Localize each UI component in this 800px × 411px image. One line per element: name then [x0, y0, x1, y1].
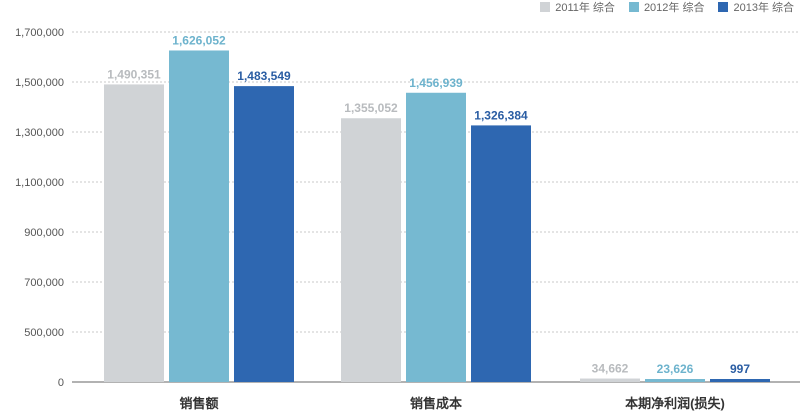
data-label: 997	[730, 362, 750, 376]
bar[interactable]	[645, 379, 705, 382]
y-tick-label: 1,500,000	[15, 77, 64, 89]
legend-item-2012[interactable]: 2012年 综合	[628, 0, 705, 15]
x-category-label: 销售额	[179, 396, 218, 411]
legend-swatch-2011	[540, 2, 551, 12]
data-label: 1,626,052	[172, 33, 226, 47]
legend-label-2011: 2011年 综合	[555, 2, 615, 14]
legend-swatch-2013	[718, 2, 729, 12]
bar[interactable]	[471, 125, 531, 383]
legend-label-2013: 2013年 综合	[733, 2, 794, 14]
data-label: 1,326,384	[474, 108, 528, 122]
y-tick-label: 500,000	[24, 327, 64, 339]
bar[interactable]	[710, 379, 770, 382]
legend-swatch-2012	[628, 2, 639, 12]
bar[interactable]	[580, 378, 640, 382]
data-label: 1,483,549	[237, 69, 291, 83]
chart-legend: 2011年 综合 2012年 综合 2013年 综合	[540, 0, 794, 14]
legend-item-2013[interactable]: 2013年 综合	[718, 0, 794, 15]
y-tick-label: 1,700,000	[15, 27, 64, 39]
y-tick-label: 0	[58, 377, 64, 389]
bar[interactable]	[104, 84, 164, 383]
x-category-label: 销售成本	[410, 396, 462, 411]
x-category-label: 本期净利润(损失)	[625, 396, 725, 411]
data-label: 1,490,351	[107, 67, 161, 81]
bar[interactable]	[234, 86, 294, 383]
legend-item-2011[interactable]: 2011年 综合	[540, 0, 615, 15]
data-label: 1,355,052	[344, 101, 398, 115]
legend-label-2012: 2012年 综合	[643, 2, 705, 14]
y-tick-label: 1,100,000	[15, 177, 64, 189]
y-tick-label: 700,000	[24, 277, 64, 289]
data-label: 34,662	[592, 362, 629, 376]
y-tick-label: 900,000	[24, 227, 64, 239]
data-label: 1,456,939	[409, 76, 463, 90]
bar[interactable]	[341, 118, 401, 382]
bar[interactable]	[406, 92, 466, 382]
data-label: 23,626	[657, 362, 694, 376]
bar[interactable]	[169, 50, 229, 382]
y-tick-label: 1,300,000	[15, 127, 64, 139]
